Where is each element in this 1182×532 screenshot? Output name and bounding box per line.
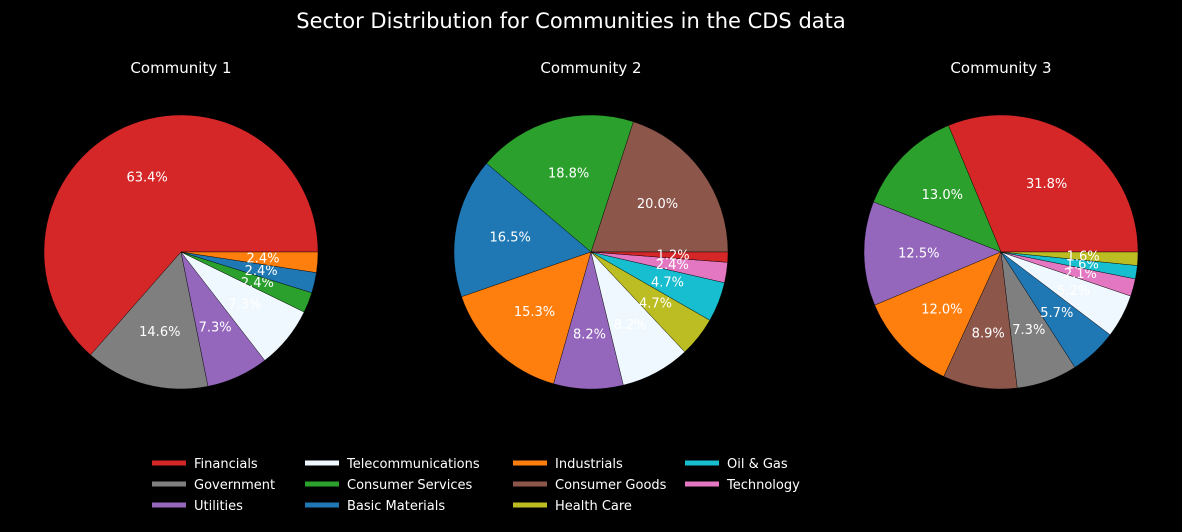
slice-label-government: 7.3% — [1012, 323, 1045, 338]
legend-item-utilities: Utilities — [152, 499, 243, 514]
slice-label-consumer-services: 2.4% — [241, 276, 274, 291]
slice-label-utilities: 12.5% — [898, 247, 939, 262]
legend-label: Utilities — [194, 499, 243, 514]
slice-health-care — [1000, 251, 1139, 266]
pies: Community 163.4%14.6% 7.3%7.3%2.4%2.4%2.4… — [43, 59, 1139, 390]
slice-government — [90, 251, 209, 390]
legend-label: Consumer Services — [347, 478, 472, 493]
slice-label-technology: 2.4% — [656, 258, 689, 273]
slice-label-health-care: 4.7% — [639, 297, 672, 312]
slice-label-basic-materials: 5.7% — [1040, 306, 1073, 321]
slice-consumer-services — [873, 125, 1002, 253]
slice-industrials — [180, 251, 319, 273]
slice-financials — [948, 114, 1139, 253]
slice-basic-materials — [453, 163, 592, 298]
legend-item-basic-materials: Basic Materials — [305, 499, 445, 514]
slice-consumer-services — [486, 114, 634, 253]
slice-label-consumer-services: 13.0% — [922, 188, 963, 203]
slice-label-industrials: 15.3% — [514, 305, 555, 320]
slice-label-oil-gas: 1.6% — [1066, 258, 1099, 273]
legend-label: Basic Materials — [347, 499, 445, 514]
legend-label: Oil & Gas — [727, 457, 788, 472]
slice-label-technology: 2.1% — [1064, 267, 1097, 282]
slice-label-industrials: 2.4% — [246, 252, 279, 267]
legend-item-consumer-goods: Consumer Goods — [513, 478, 667, 493]
slice-label-telecommunications: 5.2% — [1057, 284, 1090, 299]
slice-label-health-care: 1.6% — [1067, 250, 1100, 265]
slice-label-industrials: 12.0% — [921, 303, 962, 318]
legend-item-health-care: Health Care — [513, 499, 632, 514]
slice-label-basic-materials: 16.5% — [490, 230, 531, 245]
legend-item-consumer-services: Consumer Services — [305, 478, 472, 493]
figure-title: Sector Distribution for Communities in t… — [296, 9, 846, 33]
pie-title: Community 3 — [950, 59, 1051, 77]
legend-label: Health Care — [555, 499, 632, 514]
slice-label-telecommunications: 7.3% — [228, 297, 261, 312]
slice-utilities — [863, 201, 1002, 306]
legend-item-telecommunications: Telecommunications — [305, 457, 480, 472]
slice-label-government: 14.6% — [139, 325, 180, 340]
legend-label: Financials — [194, 457, 258, 472]
pie-community-3: Community 3 31.8% 13.0% 12.5% 12.0% 8.9% 7.3% 5… — [863, 59, 1139, 390]
legend-label: Technology — [726, 478, 800, 493]
pie-community-2: Community 2 20.0% 18.8% 16.5% 15.3% 8.2% 8.2% 4… — [453, 59, 729, 390]
legend-item-government: Government — [152, 478, 275, 493]
slice-financials — [43, 114, 319, 356]
slice-industrials — [874, 251, 1002, 377]
legend-item-industrials: Industrials — [513, 457, 623, 472]
pie-title: Community 2 — [540, 59, 641, 77]
legend-label: Government — [194, 478, 275, 493]
slice-label-consumer-goods: 8.9% — [972, 327, 1005, 342]
legend-item-financials: Financials — [152, 457, 258, 472]
slice-financials — [590, 251, 729, 263]
legend-label: Telecommunications — [346, 457, 480, 472]
slice-label-consumer-services: 18.8% — [548, 166, 589, 181]
legend-item-oil-gas: Oil & Gas — [685, 457, 788, 472]
slice-label-financials: 63.4% — [126, 171, 167, 186]
slice-label-consumer-goods: 20.0% — [637, 197, 678, 212]
pie-community-1: Community 163.4%14.6% 7.3%7.3%2.4%2.4%2.4… — [43, 59, 319, 390]
slice-consumer-goods — [590, 121, 729, 253]
slice-label-oil-gas: 4.7% — [651, 276, 684, 291]
slice-label-telecommunications: 8.2% — [614, 318, 647, 333]
pie-title: Community 1 — [130, 59, 231, 77]
slice-label-utilities: 7.3% — [199, 320, 232, 335]
legend: Financials Government Utilities Telecommuni… — [152, 457, 800, 514]
slice-label-financials: 1.2% — [657, 249, 690, 264]
slice-industrials — [461, 251, 592, 385]
legend-label: Industrials — [555, 457, 623, 472]
legend-item-technology: Technology — [685, 478, 800, 493]
slice-label-financials: 31.8% — [1026, 177, 1067, 192]
legend-label: Consumer Goods — [555, 478, 667, 493]
slice-label-basic-materials: 2.4% — [245, 264, 278, 279]
slice-label-utilities: 8.2% — [573, 328, 606, 343]
